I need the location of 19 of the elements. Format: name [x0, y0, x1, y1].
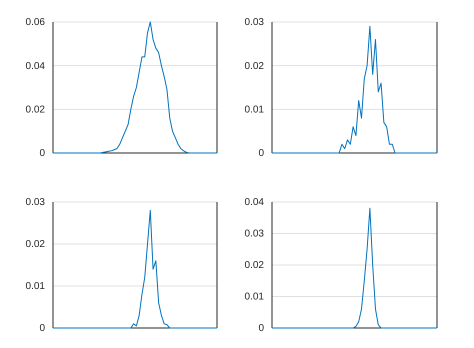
- y-tick-label: 0: [39, 323, 46, 334]
- y-tick-label: 0.03: [244, 228, 264, 240]
- y-tick-label: 0.03: [244, 17, 264, 28]
- y-tick-label: 0.04: [26, 60, 46, 72]
- y-tick-label: 0.06: [26, 17, 46, 28]
- y-tick-label: 0.01: [244, 292, 264, 303]
- y-tick-label: 0.02: [26, 239, 46, 250]
- y-tick-label: 0: [258, 323, 264, 334]
- y-tick-label: 0.04: [244, 197, 264, 208]
- line-series: [52, 22, 218, 154]
- y-tick-label: 0: [258, 148, 264, 160]
- y-tick-label: 0.01: [26, 281, 46, 292]
- y-tick-label: 0.03: [26, 197, 46, 208]
- y-tick-label: 0.01: [244, 104, 264, 116]
- y-tick-label: 0.02: [244, 260, 264, 272]
- line-series: [272, 26, 438, 154]
- y-tick-label: 0.02: [26, 104, 46, 116]
- y-tick-label: 0.02: [244, 60, 264, 72]
- y-tick-label: 0: [39, 148, 46, 160]
